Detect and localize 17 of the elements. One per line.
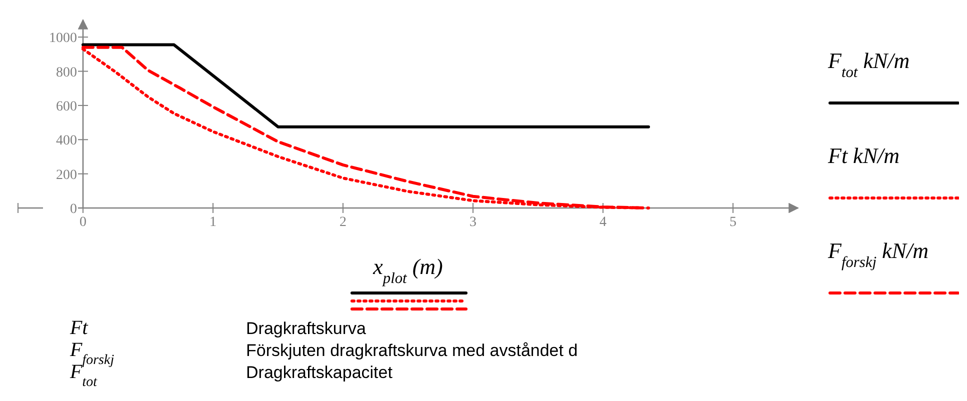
y-tick-label: 400	[56, 134, 77, 149]
x-tick-label: 1	[210, 215, 216, 230]
y-tick-label: 800	[56, 65, 77, 80]
x-axis-title: x$_{plot}$ (m)	[372, 254, 443, 286]
x-tick-label: 4	[600, 215, 606, 230]
text: Ft kN/m	[827, 143, 900, 168]
text: F$_{tot}$ kN/m	[827, 48, 910, 80]
y-tick-label: 600	[56, 99, 77, 114]
text: Ft Dragkraftskurva	[70, 317, 366, 339]
x-tick-label: 3	[470, 215, 476, 230]
y-tick-label: 200	[56, 168, 77, 183]
x-tick-label: 0	[80, 215, 86, 230]
x-tick-label: 2	[340, 215, 346, 230]
y-tick-label: 1000	[49, 31, 77, 46]
x-tick-label: 5	[730, 215, 736, 230]
text: F$_{forskj}$ kN/m	[827, 238, 928, 270]
y-tick-label: 0	[70, 202, 77, 217]
